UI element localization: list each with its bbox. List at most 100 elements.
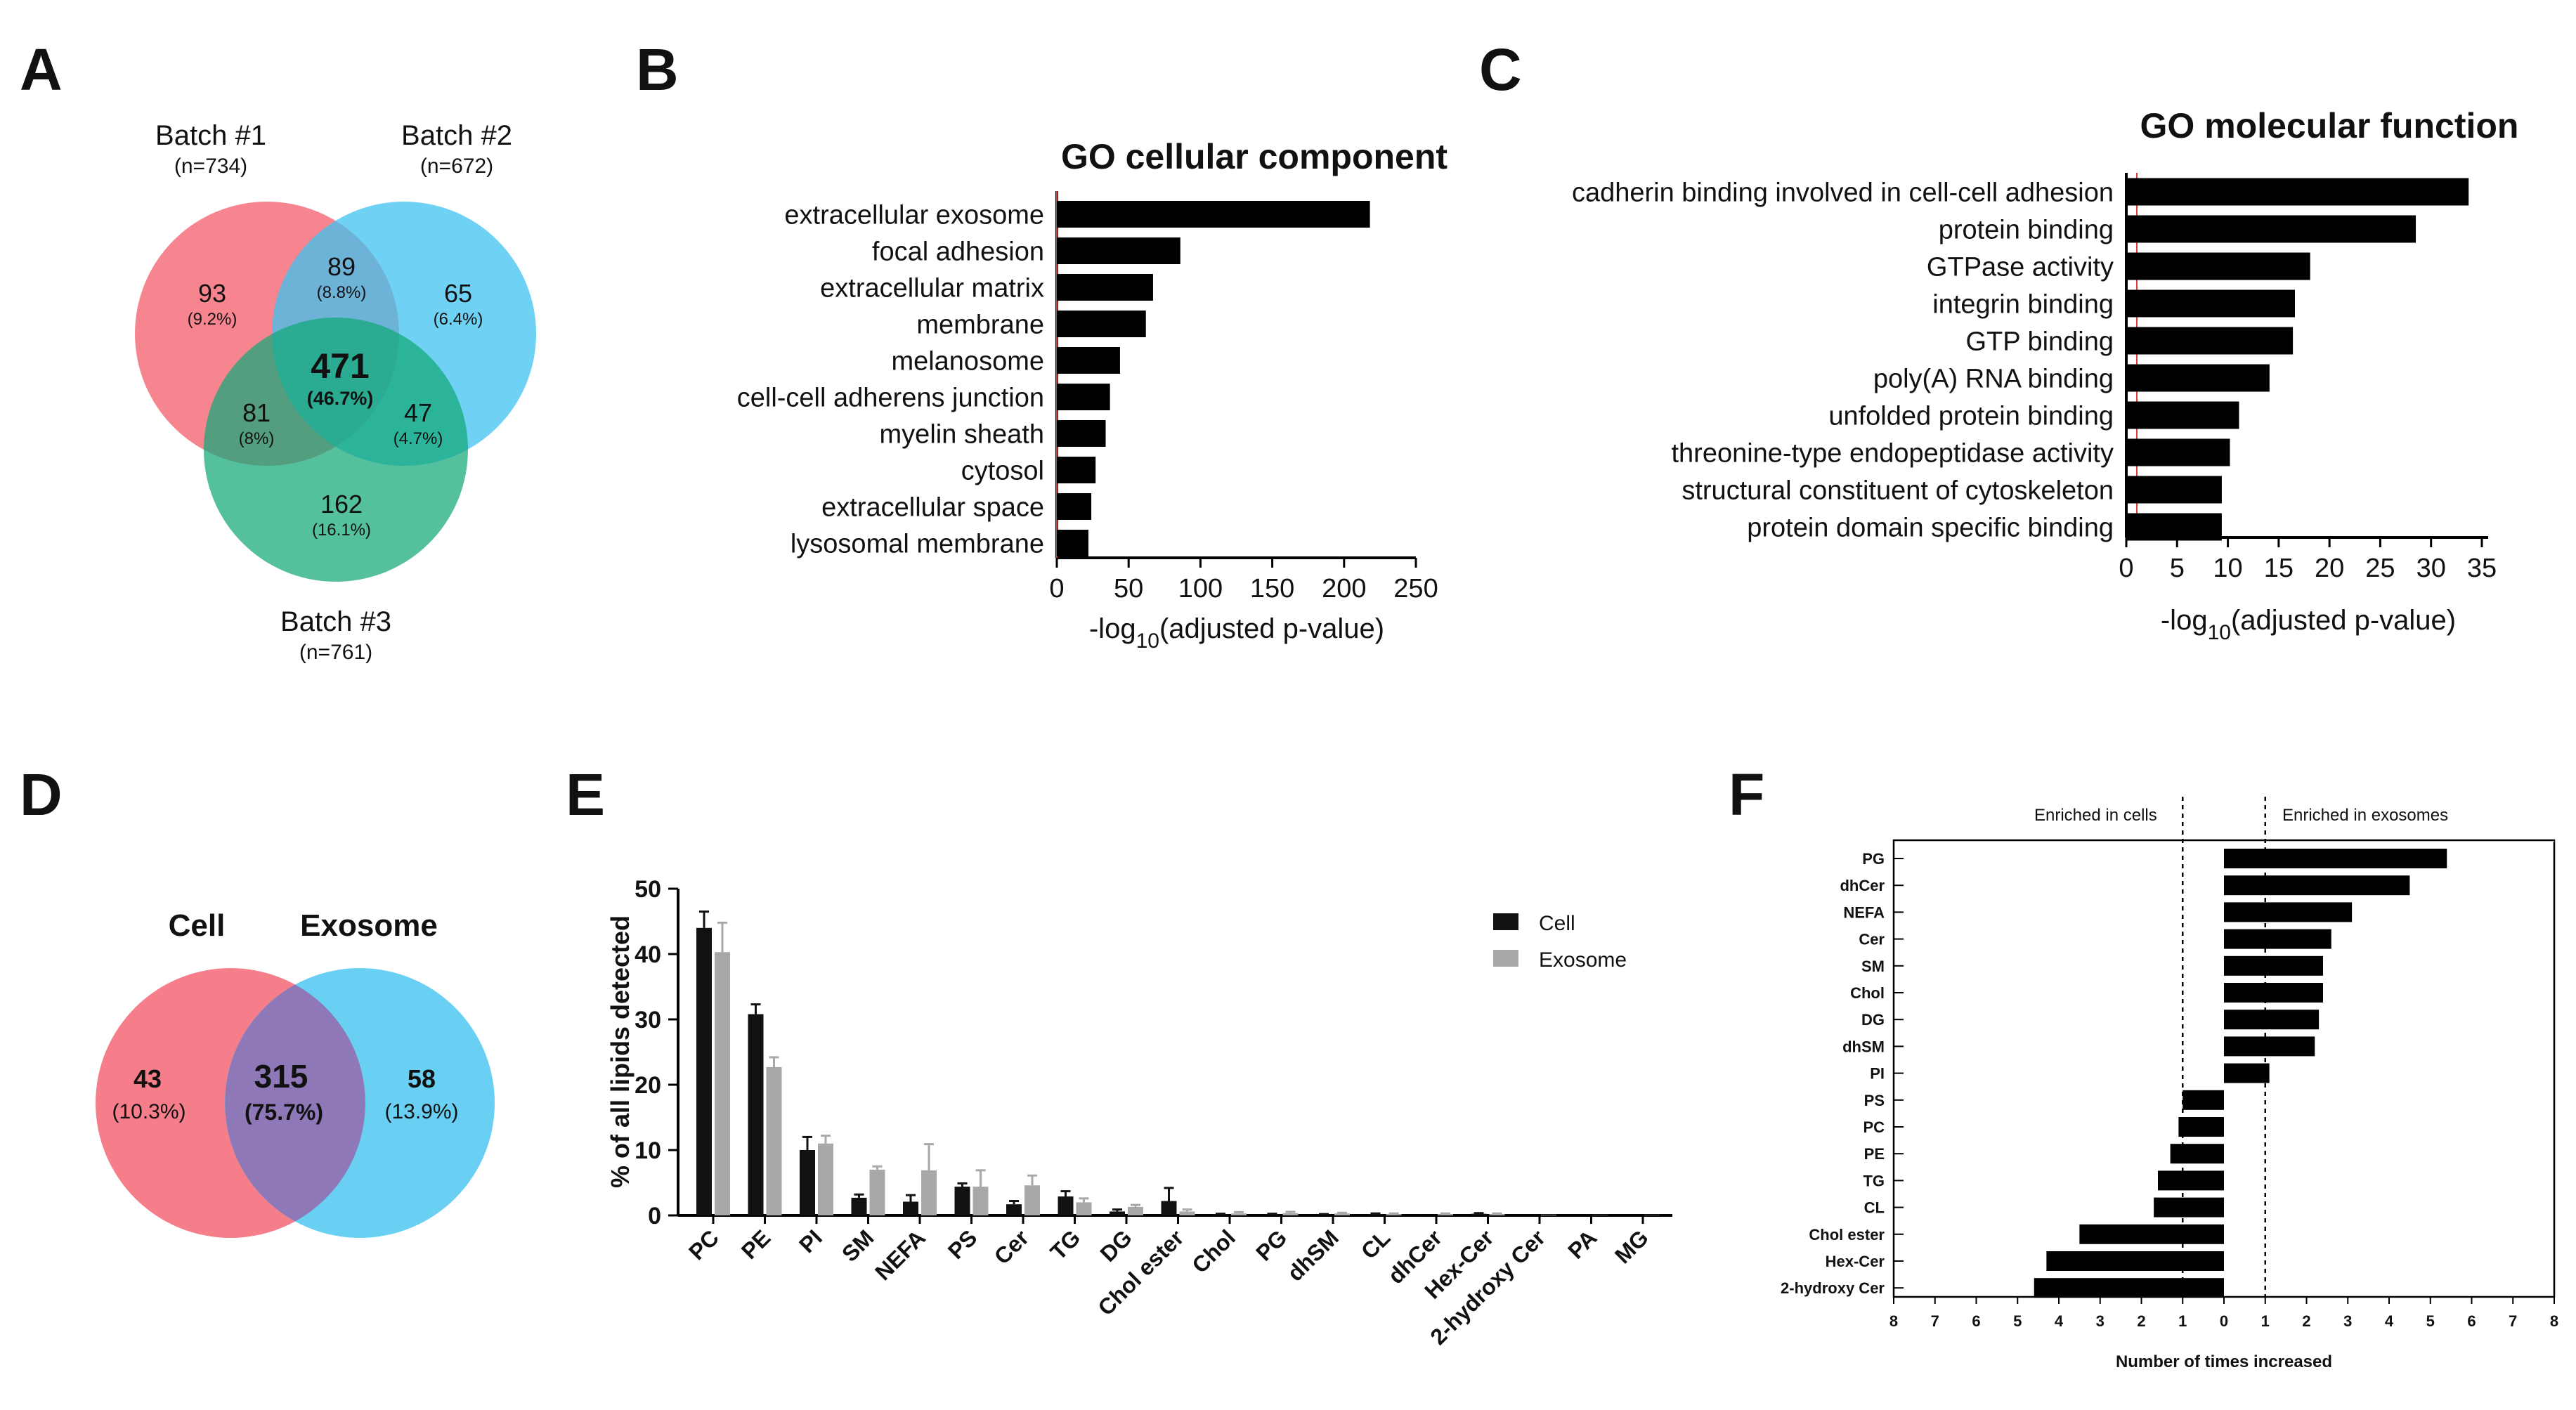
venn-set-n: (n=672) <box>420 155 493 178</box>
venn-pct: (10.3%) <box>112 1100 186 1123</box>
bar-exosome <box>818 1143 833 1215</box>
bar <box>2183 1090 2224 1110</box>
x-tick-label: PG <box>1251 1225 1292 1265</box>
venn-proteins: Batch #1 (n=734) Batch #2 (n=672) Batch … <box>135 120 536 664</box>
bar-exosome <box>1024 1185 1040 1215</box>
bar <box>2126 178 2469 206</box>
bar <box>1057 201 1370 228</box>
x-tick-label: 100 <box>1178 574 1223 603</box>
venn-pct: (16.1%) <box>312 521 371 540</box>
category-label: lysosomal membrane <box>791 530 1044 559</box>
legend-swatch-cell <box>1493 913 1518 930</box>
bar <box>1057 384 1110 410</box>
category-label: myelin sheath <box>880 420 1044 450</box>
category-label: extracellular exosome <box>784 201 1044 230</box>
annotation-enriched-cells: Enriched in cells <box>2034 806 2157 825</box>
bar-exosome <box>1334 1213 1350 1215</box>
panel-label-b: B <box>636 37 679 103</box>
x-tick-label: 20 <box>2315 554 2344 583</box>
panel-label-a: A <box>20 37 63 103</box>
bar-cell <box>1471 1213 1487 1215</box>
category-label: Cer <box>1859 931 1885 948</box>
category-label: DG <box>1861 1011 1885 1029</box>
x-tick-label: 1 <box>2178 1312 2187 1330</box>
x-tick-label: TG <box>1046 1225 1086 1265</box>
bar-cell <box>1006 1204 1022 1215</box>
x-tick-label: 1 <box>2261 1312 2270 1330</box>
bar <box>2224 875 2410 896</box>
category-label: protein binding <box>1939 216 2114 245</box>
venn-count: 65 <box>444 279 472 308</box>
bar-exosome <box>1179 1211 1195 1215</box>
y-tick-label: 20 <box>635 1072 661 1099</box>
bar <box>2079 1224 2224 1244</box>
bar-exosome <box>1076 1202 1092 1215</box>
venn-count: 89 <box>327 252 356 281</box>
venn-pct: (6.4%) <box>434 310 483 329</box>
bar <box>2154 1197 2224 1218</box>
bar <box>2224 1036 2315 1057</box>
category-label: PG <box>1862 850 1885 868</box>
venn-count: 162 <box>320 490 363 518</box>
bar <box>2224 955 2323 976</box>
category-label: melanosome <box>891 347 1044 377</box>
category-label: PI <box>1870 1065 1885 1083</box>
bar-cell <box>696 927 712 1215</box>
x-tick-label: 250 <box>1393 574 1438 603</box>
venn-circle-batch3 <box>204 318 468 582</box>
venn-count: 58 <box>408 1064 436 1093</box>
venn-pct: (8.8%) <box>317 283 367 302</box>
category-label: Chol <box>1850 984 1885 1002</box>
x-tick-label: 30 <box>2416 554 2446 583</box>
x-tick-label: 7 <box>1931 1312 1939 1330</box>
x-tick-label: CL <box>1356 1225 1396 1264</box>
x-tick-label: Chol <box>1187 1225 1240 1278</box>
x-tick-label: 200 <box>1322 574 1366 603</box>
venn-count: 43 <box>134 1064 162 1093</box>
x-tick-label: NEFA <box>870 1225 930 1285</box>
x-axis-label: Number of times increased <box>2116 1352 2332 1371</box>
y-tick-label: 50 <box>635 876 661 903</box>
bar <box>2126 438 2230 466</box>
x-tick-label: Cer <box>989 1225 1034 1269</box>
category-label: TG <box>1863 1172 1885 1189</box>
venn-count-center: 315 <box>254 1058 308 1095</box>
bar <box>2178 1117 2224 1137</box>
bar-exosome <box>1438 1214 1453 1215</box>
x-tick-label: 3 <box>2096 1312 2105 1330</box>
venn-overlap <box>225 984 365 1222</box>
y-tick-label: 0 <box>648 1203 661 1229</box>
bar <box>2224 902 2353 922</box>
panel-label-f: F <box>1729 762 1764 828</box>
bar <box>2046 1251 2224 1271</box>
category-label: extracellular space <box>821 493 1044 523</box>
bar-exosome <box>869 1169 885 1215</box>
category-label: cytosol <box>961 457 1044 486</box>
panel-label-c: C <box>1479 37 1522 103</box>
bar <box>1057 274 1153 301</box>
venn-pct: (13.9%) <box>384 1100 458 1123</box>
x-tick-label: 5 <box>2013 1312 2022 1330</box>
bar <box>2224 1063 2270 1083</box>
x-tick-label: 5 <box>2170 554 2185 583</box>
bar-cell <box>851 1197 867 1215</box>
category-label: structural constituent of cytoskeleton <box>1681 476 2114 506</box>
x-axis-label: -log10(adjusted p-value) <box>2161 605 2456 644</box>
venn-pct: (9.2%) <box>188 310 238 329</box>
bar-exosome <box>921 1170 937 1215</box>
x-tick-label: 8 <box>2550 1312 2558 1330</box>
x-tick-label: 6 <box>1972 1312 1980 1330</box>
category-label: threonine-type endopeptidase activity <box>1671 439 2114 469</box>
panel-label-e: E <box>566 762 605 828</box>
category-label: PC <box>1863 1118 1885 1136</box>
bar <box>2126 476 2222 504</box>
category-label: cadherin binding involved in cell-cell a… <box>1572 178 2114 208</box>
bar-cell <box>1058 1196 1074 1215</box>
x-tick-label: 15 <box>2264 554 2294 583</box>
category-label: protein domain specific binding <box>1747 514 2114 543</box>
x-axis-label: -log10(adjusted p-value) <box>1089 613 1384 653</box>
bar <box>2126 215 2416 243</box>
venn-set-label: Batch #3 <box>280 606 391 637</box>
lipid-enrichment-chart: Enriched in cells Enriched in exosomes P… <box>1781 797 2558 1371</box>
